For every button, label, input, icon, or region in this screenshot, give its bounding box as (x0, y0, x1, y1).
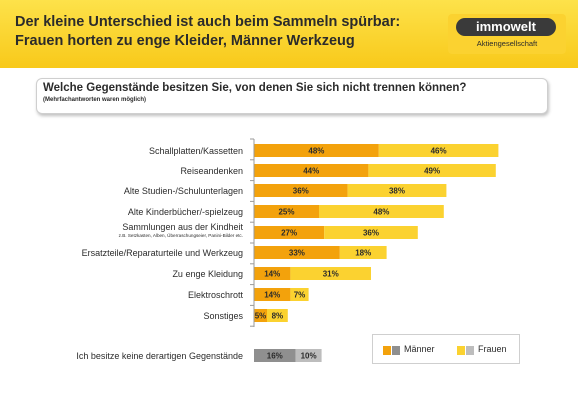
bar-maenner (254, 309, 267, 322)
logo-wordmark: immowelt (456, 18, 556, 36)
category-note: z.B. Setzkasten, Alben, Überraschungseie… (119, 232, 243, 238)
data-label-frauen: 7% (294, 291, 306, 300)
logo-brand-text: immowelt (476, 19, 536, 34)
data-label-frauen: 38% (389, 187, 405, 196)
bar-maenner (254, 267, 291, 280)
data-label-maenner: 36% (293, 187, 309, 196)
category-label: Sammlungen aus der Kindheit (122, 222, 243, 232)
title-line-1: Der kleine Unterschied ist auch beim Sam… (15, 14, 401, 30)
data-label-maenner: 16% (267, 352, 283, 361)
question-box: Welche Gegenstände besitzen Sie, von den… (36, 78, 548, 114)
bar-frauen (378, 144, 499, 157)
data-label-maenner: 14% (264, 291, 280, 300)
category-label: Sonstiges (203, 311, 243, 321)
bar-maenner (254, 349, 296, 362)
bar-maenner (254, 184, 348, 197)
bar-frauen (267, 309, 288, 322)
data-label-frauen: 49% (424, 167, 440, 176)
bar-frauen (324, 226, 418, 239)
category-label: Ich besitze keine derartigen Gegenstände (76, 351, 243, 361)
category-label: Reiseandenken (180, 166, 243, 176)
bar-frauen (339, 246, 387, 259)
chart-legend: Männer Frauen (372, 334, 520, 364)
legend-swatch-maenner-orange (383, 346, 391, 355)
legend-swatch-frauen-grey (466, 346, 474, 355)
chart-title: Welche Gegenstände besitzen Sie, von den… (43, 82, 467, 94)
data-label-maenner: 5% (255, 312, 267, 321)
bar-maenner (254, 164, 369, 177)
bar-frauen (290, 288, 309, 301)
bar-maenner (254, 288, 291, 301)
category-label: Alte Kinderbücher/-spielzeug (128, 207, 243, 217)
bar-frauen (368, 164, 496, 177)
legend-swatch-maenner-grey (392, 346, 400, 355)
legend-label-maenner: Männer (404, 344, 435, 354)
legend-label-frauen: Frauen (478, 344, 507, 354)
bar-frauen (319, 205, 444, 218)
data-label-frauen: 48% (373, 208, 389, 217)
data-label-maenner: 33% (289, 249, 305, 258)
legend-swatch-frauen-yellow (457, 346, 465, 355)
data-label-maenner: 27% (281, 229, 297, 238)
page-title: Der kleine Unterschied ist auch beim Sam… (15, 13, 445, 51)
bar-maenner (254, 246, 340, 259)
category-label: Alte Studien-/Schulunterlagen (124, 186, 243, 196)
bar-maenner (254, 226, 325, 239)
data-label-maenner: 25% (278, 208, 294, 217)
category-label: Elektroschrott (188, 290, 244, 300)
data-label-frauen: 36% (363, 229, 379, 238)
data-label-maenner: 48% (308, 147, 324, 156)
data-label-frauen: 8% (272, 312, 284, 321)
data-label-maenner: 44% (303, 167, 319, 176)
bar-maenner (254, 144, 379, 157)
header-banner: Der kleine Unterschied ist auch beim Sam… (0, 0, 578, 68)
immowelt-logo: immowelt Aktiengesellschaft (448, 14, 566, 54)
data-label-frauen: 10% (301, 352, 317, 361)
category-label: Schallplatten/Kassetten (149, 146, 243, 156)
chart-subtitle: (Mehrfachantworten waren möglich) (43, 97, 147, 103)
bar-frauen (295, 349, 322, 362)
category-label: Ersatzteile/Reparaturteile und Werkzeug (82, 248, 243, 258)
bar-frauen (290, 267, 371, 280)
data-label-maenner: 14% (264, 270, 280, 279)
bar-maenner (254, 205, 319, 218)
category-label: Zu enge Kleidung (172, 269, 243, 279)
data-label-frauen: 18% (355, 249, 371, 258)
title-line-2: Frauen horten zu enge Kleider, Männer We… (15, 33, 355, 49)
data-label-frauen: 31% (323, 270, 339, 279)
data-label-frauen: 46% (431, 147, 447, 156)
logo-subtitle: Aktiengesellschaft (476, 39, 538, 48)
bar-frauen (347, 184, 447, 197)
